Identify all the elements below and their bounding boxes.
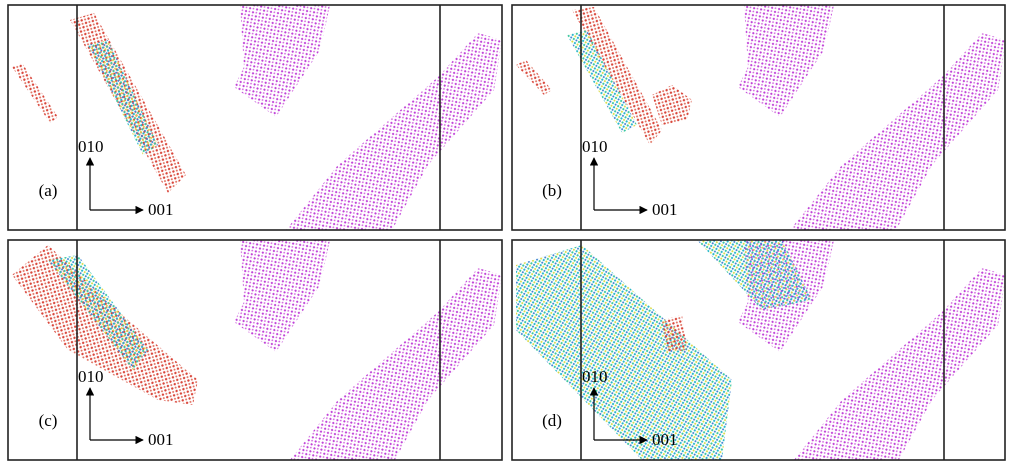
- atoms: [516, 240, 1006, 463]
- panel-label: (b): [542, 181, 562, 200]
- axis-label: 010: [582, 137, 608, 156]
- atoms: [12, 5, 502, 230]
- panel-label: (a): [39, 181, 58, 200]
- panel: (b) 010 001: [512, 5, 1006, 230]
- panel: (d) 010 001: [512, 240, 1006, 463]
- cluster-magenta: [286, 268, 502, 463]
- cluster-magenta: [738, 5, 834, 117]
- cluster-magenta: [234, 5, 330, 117]
- axis-label: 010: [78, 137, 104, 156]
- cluster: [652, 85, 692, 125]
- cluster-magenta: [286, 33, 502, 230]
- axis-label: 001: [148, 430, 174, 449]
- atoms: [12, 240, 502, 463]
- cluster-magenta: [790, 268, 1006, 463]
- atoms: [516, 5, 1006, 230]
- panel-label: (c): [39, 411, 58, 430]
- axis-label: 001: [148, 200, 174, 219]
- panel-label: (d): [542, 411, 562, 430]
- axis-label: 010: [582, 367, 608, 386]
- cluster: [516, 60, 552, 95]
- figure: (a) 010 001 (b) 010 001 (c) 010 001 (d) 010 001: [0, 0, 1009, 463]
- panel: (a) 010 001: [8, 5, 502, 230]
- axis-label: 010: [78, 367, 104, 386]
- cluster: [12, 63, 58, 123]
- cluster-magenta: [234, 240, 330, 352]
- cluster-magenta: [790, 33, 1006, 230]
- axis-label: 001: [652, 430, 678, 449]
- panel: (c) 010 001: [8, 240, 502, 463]
- cluster: [572, 7, 662, 145]
- axis-label: 001: [652, 200, 678, 219]
